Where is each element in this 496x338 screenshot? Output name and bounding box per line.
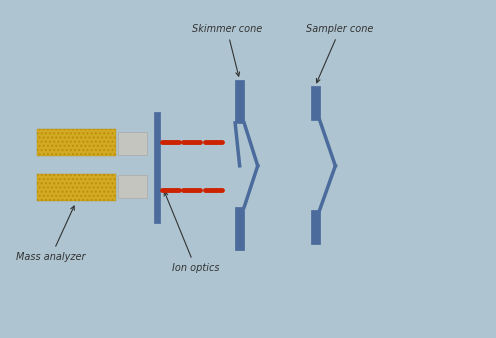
Text: Mass analyzer: Mass analyzer <box>16 206 86 262</box>
Bar <box>38 129 117 156</box>
Bar <box>310 87 319 120</box>
Bar <box>118 132 147 155</box>
Bar <box>38 174 117 201</box>
Text: Skimmer cone: Skimmer cone <box>192 24 262 76</box>
Text: Ion optics: Ion optics <box>164 192 219 273</box>
Text: Sampler cone: Sampler cone <box>306 24 373 83</box>
Bar <box>235 80 244 123</box>
Bar <box>118 175 147 198</box>
Bar <box>154 112 160 223</box>
Bar <box>235 207 244 250</box>
Bar <box>310 210 319 244</box>
